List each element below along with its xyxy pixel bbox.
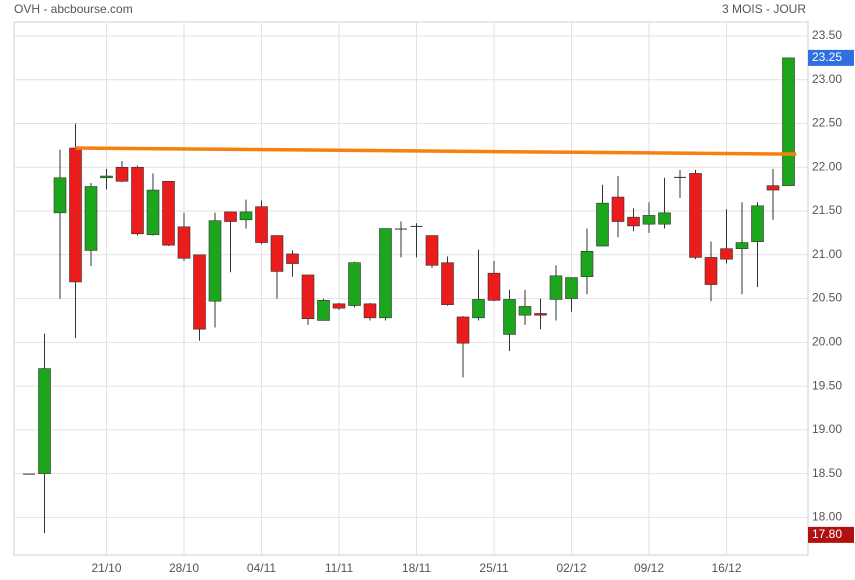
x-tick-label: 21/10	[91, 561, 121, 575]
candle-body	[348, 262, 361, 306]
candle-body	[270, 235, 284, 272]
candle-body	[611, 196, 625, 222]
candle-body	[456, 316, 470, 344]
x-tick-label: 28/10	[169, 561, 199, 575]
y-tick-label: 23.50	[812, 28, 842, 42]
candle-body	[395, 228, 407, 230]
candle-body	[317, 300, 330, 321]
price-tag	[808, 49, 854, 66]
x-tick-label: 16/12	[711, 561, 741, 575]
candle-body	[425, 235, 439, 266]
candle-body	[146, 189, 160, 235]
candle-body	[472, 299, 485, 319]
x-tick-label: 09/12	[634, 561, 664, 575]
candle-body	[782, 57, 795, 186]
y-tick-label: 22.00	[812, 159, 842, 173]
y-tick-label: 19.50	[812, 378, 842, 392]
candle-body	[441, 262, 454, 305]
candle-body	[38, 368, 51, 474]
candle-body	[363, 303, 377, 319]
candle-body	[100, 175, 113, 179]
candle-body	[208, 220, 222, 302]
x-tick-label: 18/11	[402, 561, 431, 575]
candle-body	[658, 212, 671, 225]
candle-body	[534, 313, 547, 316]
y-tick-label: 22.50	[812, 116, 842, 130]
candle-body	[239, 211, 253, 221]
candle-body	[379, 228, 392, 319]
x-tick-label: 11/11	[325, 561, 354, 575]
candle-body	[503, 299, 516, 335]
candle-body	[720, 248, 733, 260]
candle-body	[642, 215, 656, 225]
candle-body	[518, 306, 532, 316]
candle-body	[162, 180, 175, 246]
y-tick-label: 19.00	[812, 422, 842, 436]
y-tick-label: 18.00	[812, 510, 842, 524]
y-tick-label: 20.00	[812, 334, 842, 348]
candle-body	[332, 303, 346, 309]
candle-body	[627, 216, 640, 227]
candle-body	[177, 226, 191, 259]
price-tag	[808, 526, 854, 543]
candle-body	[580, 251, 594, 277]
candle-body	[69, 147, 82, 283]
candle-body	[23, 473, 35, 475]
x-tick-label: 02/12	[556, 561, 586, 575]
candle-body	[286, 253, 299, 264]
x-tick-label: 25/11	[479, 561, 508, 575]
x-tick-label: 04/11	[247, 561, 276, 575]
candle-body	[549, 275, 563, 300]
price-tag-label: 23.25	[812, 50, 842, 64]
candle-body	[53, 177, 67, 214]
candle-body	[565, 277, 578, 299]
plot-frame	[13, 21, 809, 556]
y-tick-label: 20.50	[812, 291, 842, 305]
y-tick-label: 21.00	[812, 247, 842, 261]
candle-body	[301, 274, 315, 319]
chart-subtitle: 3 MOIS - JOUR	[722, 2, 806, 16]
candle-body	[487, 272, 501, 301]
candle-body	[410, 225, 423, 227]
candle-body	[735, 242, 749, 249]
candle-body	[674, 176, 686, 178]
chart-title: OVH - abcbourse.com	[14, 2, 133, 16]
candle-body	[689, 173, 702, 258]
candle-body	[131, 166, 144, 235]
price-tag-label: 17.80	[812, 527, 842, 541]
candle-body	[84, 186, 98, 251]
candle-body	[766, 185, 780, 191]
candle-body	[596, 202, 609, 247]
trend-line	[75, 146, 797, 156]
candle-body	[193, 254, 206, 330]
candle-body	[255, 206, 268, 243]
candle-body	[704, 257, 718, 285]
y-tick-label: 21.50	[812, 203, 842, 217]
candle-body	[224, 211, 237, 222]
candle-body	[751, 205, 764, 242]
y-tick-label: 23.00	[812, 72, 842, 86]
y-tick-label: 18.50	[812, 466, 842, 480]
candle-body	[115, 166, 129, 182]
